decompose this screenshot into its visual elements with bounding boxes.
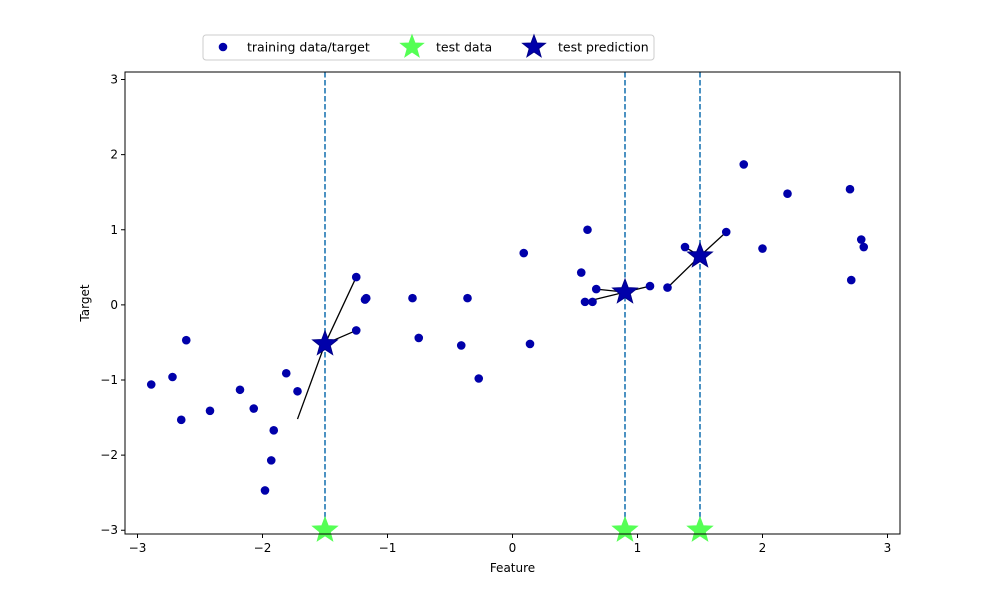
training-point — [645, 281, 655, 291]
training-point — [576, 268, 586, 277]
test-data-star — [611, 515, 639, 542]
test-prediction-star — [311, 329, 339, 356]
x-axis-label: Feature — [490, 561, 535, 575]
training-point — [235, 385, 245, 395]
x-tick-label: −2 — [254, 541, 272, 555]
test-data-star — [686, 515, 714, 542]
training-point — [525, 339, 535, 349]
legend-label: test prediction — [558, 40, 649, 55]
training-point — [281, 368, 291, 378]
x-tick-label: 3 — [884, 541, 892, 555]
x-axis-ticks: −3 −2 −1 0 1 2 3 — [129, 534, 892, 555]
legend-marker-star — [399, 33, 425, 58]
y-axis-label: Target — [78, 284, 92, 322]
training-point — [361, 293, 371, 303]
training-point — [856, 235, 866, 244]
legend-marker-circle — [218, 42, 228, 52]
y-tick-label: −3 — [100, 523, 118, 537]
legend-frame — [202, 34, 655, 61]
training-point — [474, 374, 484, 383]
training-point — [580, 297, 590, 307]
training-point — [146, 380, 156, 389]
test-prediction-star — [611, 277, 639, 304]
training-point — [414, 333, 424, 343]
training-point — [205, 406, 215, 416]
training-point — [721, 227, 731, 237]
training-point — [663, 283, 672, 292]
test-prediction-star — [686, 241, 714, 268]
y-tick-label: −2 — [100, 448, 118, 462]
training-point — [260, 486, 270, 495]
training-point — [456, 341, 466, 350]
training-point — [351, 272, 361, 282]
x-tick-label: 2 — [759, 541, 767, 555]
training-point — [758, 244, 767, 253]
training-point — [583, 225, 592, 235]
training-point — [266, 456, 276, 465]
x-tick-label: −1 — [379, 541, 397, 555]
training-point — [519, 248, 529, 258]
training-point — [176, 415, 186, 425]
neighbor-line — [296, 343, 326, 420]
y-tick-label: −1 — [100, 373, 118, 387]
training-point — [463, 293, 472, 303]
training-point — [293, 386, 302, 396]
training-point — [269, 426, 279, 435]
y-tick-label: 3 — [110, 73, 118, 87]
training-point — [680, 242, 690, 252]
training-point — [859, 242, 869, 252]
data-points — [146, 160, 869, 542]
legend: training data/target test data test predic… — [202, 33, 655, 61]
legend-marker-star — [521, 33, 547, 58]
training-point — [739, 160, 749, 169]
test-data-star — [311, 515, 339, 542]
neighbor-line — [324, 276, 357, 345]
y-tick-label: 0 — [110, 298, 118, 312]
x-tick-label: 1 — [634, 541, 642, 555]
vertical-dashed-lines — [324, 72, 701, 534]
training-point — [845, 184, 855, 194]
training-point — [249, 404, 259, 413]
training-point — [783, 189, 792, 198]
training-point — [351, 326, 361, 335]
plot-area — [125, 72, 900, 534]
legend-label: test data — [436, 40, 492, 55]
training-point — [588, 297, 597, 307]
x-tick-label: 0 — [509, 541, 517, 555]
x-tick-label: −3 — [129, 541, 147, 555]
y-axis-ticks: −3 −2 −1 0 1 2 3 — [100, 73, 125, 537]
training-point — [181, 335, 191, 345]
training-point — [408, 293, 417, 303]
training-point — [846, 275, 856, 285]
legend-label: training data/target — [247, 40, 370, 55]
y-tick-label: 2 — [110, 148, 118, 162]
training-point — [168, 372, 177, 382]
y-tick-label: 1 — [110, 223, 118, 237]
training-point — [591, 284, 601, 294]
